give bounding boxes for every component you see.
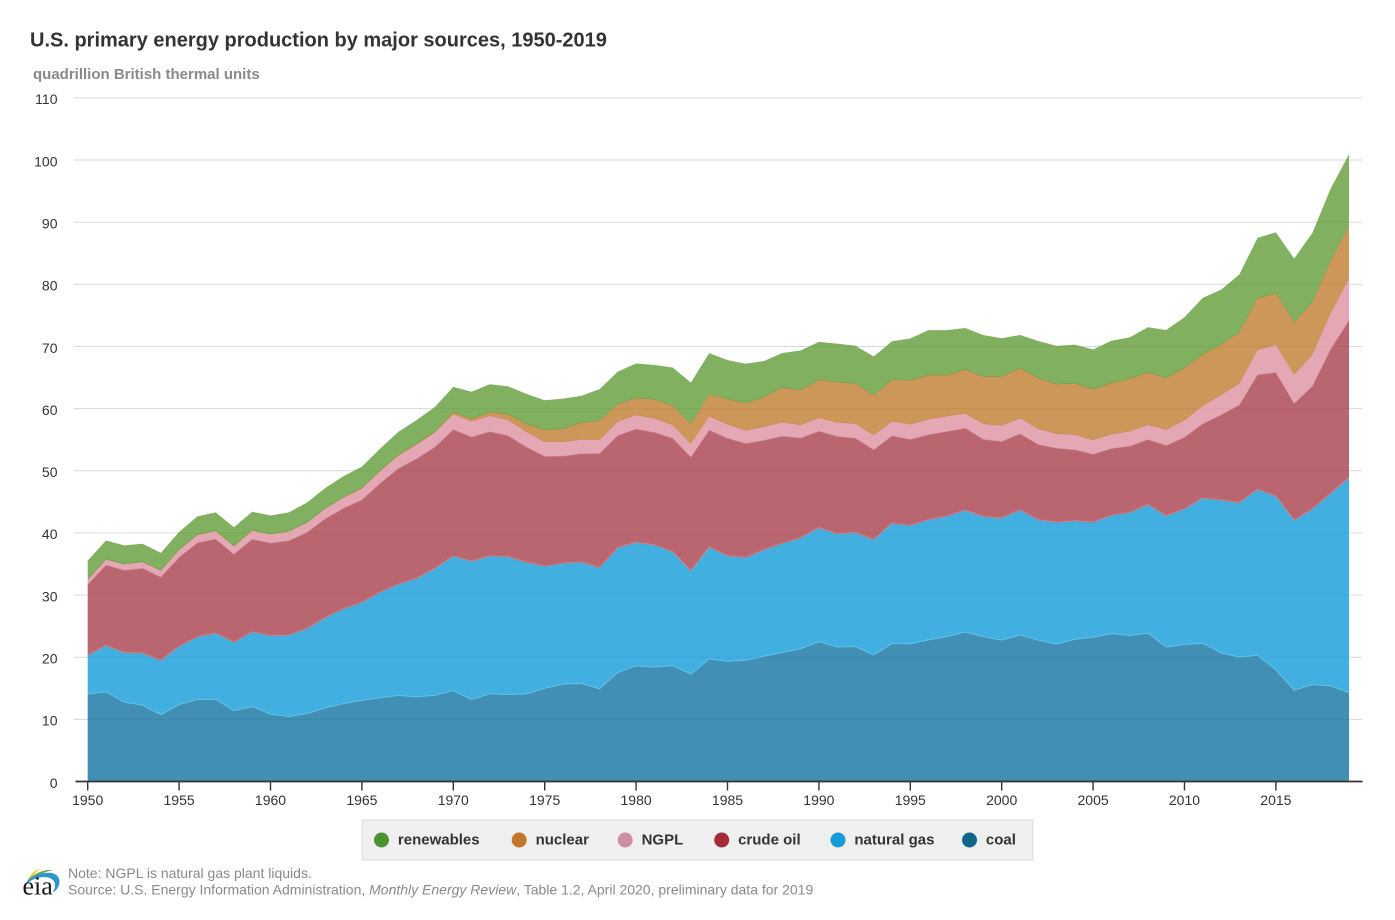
svg-text:1990: 1990 <box>803 792 834 808</box>
svg-text:2010: 2010 <box>1169 792 1200 808</box>
svg-text:1960: 1960 <box>255 792 286 808</box>
svg-text:70: 70 <box>42 340 58 356</box>
svg-text:40: 40 <box>42 526 58 542</box>
svg-text:100: 100 <box>34 153 58 169</box>
svg-text:10: 10 <box>42 713 58 729</box>
svg-text:Note: NGPL is natural gas plan: Note: NGPL is natural gas plant liquids. <box>68 865 312 881</box>
svg-text:110: 110 <box>35 91 58 107</box>
svg-text:1955: 1955 <box>164 792 195 808</box>
svg-text:2005: 2005 <box>1078 792 1109 808</box>
svg-text:90: 90 <box>42 215 58 231</box>
svg-text:renewables: renewables <box>398 832 480 849</box>
svg-text:1970: 1970 <box>438 792 469 808</box>
svg-text:1950: 1950 <box>72 792 103 808</box>
svg-text:U.S. primary energy production: U.S. primary energy production by major … <box>30 29 607 51</box>
svg-text:crude oil: crude oil <box>738 832 801 849</box>
svg-text:2015: 2015 <box>1260 792 1291 808</box>
svg-text:0: 0 <box>50 775 58 791</box>
svg-text:Source: U.S. Energy Informatio: Source: U.S. Energy Information Administ… <box>68 881 813 897</box>
svg-text:natural gas: natural gas <box>854 832 934 849</box>
svg-text:60: 60 <box>42 402 58 418</box>
svg-text:nuclear: nuclear <box>536 832 590 849</box>
svg-text:1995: 1995 <box>895 792 926 808</box>
svg-text:1985: 1985 <box>712 792 743 808</box>
svg-text:eia: eia <box>23 871 54 900</box>
svg-text:quadrillion British thermal un: quadrillion British thermal units <box>33 66 260 83</box>
svg-text:80: 80 <box>42 278 58 294</box>
svg-text:1965: 1965 <box>346 792 377 808</box>
svg-text:NGPL: NGPL <box>642 832 684 849</box>
svg-text:coal: coal <box>986 832 1016 849</box>
svg-text:30: 30 <box>42 588 58 604</box>
svg-text:1980: 1980 <box>621 792 652 808</box>
svg-text:50: 50 <box>42 464 58 480</box>
svg-text:2000: 2000 <box>986 792 1017 808</box>
svg-text:20: 20 <box>42 651 58 667</box>
svg-text:1975: 1975 <box>529 792 560 808</box>
